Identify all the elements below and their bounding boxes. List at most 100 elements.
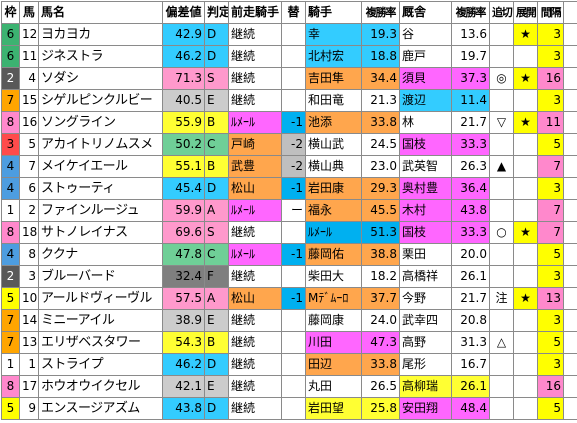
previous-jockey: ﾙﾒｰﾙ — [228, 243, 282, 266]
col-trainer-rate[interactable]: 複勝率 — [451, 1, 490, 24]
table-row[interactable]: 6 11 ジネストラ 46.2 D 継続 北村宏 18.8 鹿戸 19.7 3 — [1, 45, 577, 68]
blank-cell — [563, 23, 577, 46]
trainer-rate: 36.4 — [451, 177, 490, 200]
table-row[interactable]: 2 4 ソダシ 71.3 S 継続 吉田隼 34.4 須貝 37.3 ◎ ★ 16 — [1, 67, 577, 90]
chase-mark — [489, 177, 514, 200]
col-prev-jockey[interactable]: 前走騎手 — [228, 1, 282, 24]
table-row[interactable]: 7 13 エリザベスタワー 54.3 B 継続 川田 47.3 高野 31.3 △ 5 — [1, 331, 577, 354]
table-row[interactable]: 7 15 シゲルピンクルビー 40.5 E 継続 和田竜 21.3 渡辺 11.4 3 — [1, 89, 577, 112]
col-chase[interactable]: 追切 — [489, 1, 514, 24]
waku-cell: 8 — [1, 111, 20, 134]
chase-mark — [489, 375, 514, 398]
blank-cell — [563, 67, 577, 90]
chase-mark — [489, 265, 514, 288]
table-row[interactable]: 8 17 ホウオウイクセル 42.1 E 継続 丸田 26.5 高柳瑞 26.1 16 — [1, 375, 577, 398]
jockey-name: 藤岡佑 — [305, 243, 362, 266]
table-row[interactable]: 2 3 ブルーバード 32.4 F 継続 柴田大 18.2 高橋祥 26.1 3 — [1, 265, 577, 288]
horse-name: ブルーバード — [38, 265, 163, 288]
blank-cell — [563, 133, 577, 156]
col-jockey-rate[interactable]: 複勝率 — [361, 1, 400, 24]
col-interval[interactable]: 間隔 — [537, 1, 564, 24]
table-row[interactable]: 8 18 サトノレイナス 69.6 S 継続 ﾙﾒｰﾙ 51.3 国枝 33.3 ○ ★ 7 — [1, 221, 577, 244]
jockey-rate: 47.3 — [361, 331, 400, 354]
col-waku[interactable]: 枠 — [1, 1, 20, 24]
interval-cell: 3 — [537, 265, 564, 288]
col-num[interactable]: 馬 — [19, 1, 39, 24]
trainer-name: 高柳瑞 — [399, 375, 452, 398]
change-cell: ー — [281, 199, 306, 222]
horse-name: ストゥーティ — [38, 177, 163, 200]
chase-mark — [489, 243, 514, 266]
table-row[interactable]: 4 8 ククナ 47.8 C ﾙﾒｰﾙ -1 藤岡佑 38.8 栗田 20.0 5 — [1, 243, 577, 266]
horse-number: 9 — [19, 397, 39, 420]
change-cell — [281, 23, 306, 46]
trainer-rate: 37.3 — [451, 67, 490, 90]
trainer-name: 国枝 — [399, 133, 452, 156]
tenkai-mark — [513, 375, 538, 398]
previous-jockey: 継続 — [228, 67, 282, 90]
trainer-name: 武英智 — [399, 155, 452, 178]
blank-cell — [563, 177, 577, 200]
horse-number: 12 — [19, 23, 39, 46]
trainer-name: 国枝 — [399, 221, 452, 244]
grade-cell: D — [204, 177, 229, 200]
col-trainer[interactable]: 厩舎 — [399, 1, 452, 24]
col-dev[interactable]: 偏差値 — [162, 1, 205, 24]
change-cell: -1 — [281, 243, 306, 266]
blank-cell — [563, 243, 577, 266]
col-sort-arrow[interactable]: ↑ — [563, 1, 577, 24]
tenkai-mark — [513, 45, 538, 68]
table-row[interactable]: 8 16 ソングライン 55.9 B ﾙﾒｰﾙ -1 池添 33.8 林 21.7 ▽ ★ 11 — [1, 111, 577, 134]
horse-name: ククナ — [38, 243, 163, 266]
chase-mark — [489, 45, 514, 68]
tenkai-mark — [513, 265, 538, 288]
grade-cell: F — [204, 265, 229, 288]
chase-mark: △ — [489, 331, 514, 354]
tenkai-mark — [513, 243, 538, 266]
jockey-name: 和田竜 — [305, 89, 362, 112]
trainer-rate: 26.1 — [451, 375, 490, 398]
change-cell — [281, 89, 306, 112]
horse-number: 17 — [19, 375, 39, 398]
chase-mark: 注 — [489, 287, 514, 310]
tenkai-mark — [513, 309, 538, 332]
table-row[interactable]: 6 12 ヨカヨカ 42.9 D 継続幸 19.3 谷 13.6 ★ 3 — [1, 23, 577, 46]
table-row[interactable]: 4 7 メイケイエール 55.1 B 武豊 -2 横山典 23.0 武英智 26.3 ▲ 7 — [1, 155, 577, 178]
table-row[interactable]: 3 5 アカイトリノムスメ 50.2 C 戸崎 -2 横山武 24.5 国枝 33.3 5 — [1, 133, 577, 156]
col-name[interactable]: 馬名 — [38, 1, 163, 24]
previous-jockey: 継続 — [228, 221, 282, 244]
waku-cell: 3 — [1, 133, 20, 156]
col-grade[interactable]: 判定 — [204, 1, 229, 24]
interval-cell: 3 — [537, 353, 564, 376]
horse-name: メイケイエール — [38, 155, 163, 178]
previous-jockey: 継続 — [228, 375, 282, 398]
jockey-rate: 23.0 — [361, 155, 400, 178]
col-change[interactable]: 替 — [281, 1, 306, 24]
jockey-name: 横山典 — [305, 155, 362, 178]
jockey-rate: 38.8 — [361, 243, 400, 266]
grade-cell: B — [204, 111, 229, 134]
table-row[interactable]: 1 1 ストライプ 46.2 D 継続 田辺 33.8 尾形 16.7 3 — [1, 353, 577, 376]
table-row[interactable]: 7 14 ミニーアイル 38.9 E 継続 藤岡康 24.0 武幸四 20.8 3 — [1, 309, 577, 332]
table-row[interactable]: 4 6 ストゥーティ 45.4 D 松山 -1 岩田康 29.3 奥村豊 36.4 3 — [1, 177, 577, 200]
blank-cell — [563, 265, 577, 288]
trainer-rate: 20.8 — [451, 309, 490, 332]
horse-number: 2 — [19, 199, 39, 222]
change-cell — [281, 353, 306, 376]
table-row[interactable]: 5 10 アールドヴィーヴル 57.5 A 松山 -1 Mﾃﾞﾑｰﾛ 37.7 今野 21.7 注 ★ 1… — [1, 287, 577, 310]
tenkai-mark — [513, 353, 538, 376]
jockey-rate: 26.5 — [361, 375, 400, 398]
table-row[interactable]: 1 2 ファインルージュ 59.9 A ﾙﾒｰﾙー福永 45.5 木村 43.8 7 — [1, 199, 577, 222]
col-tenkai[interactable]: 展開 — [513, 1, 538, 24]
tenkai-mark: ★ — [513, 221, 538, 244]
interval-cell: 3 — [537, 177, 564, 200]
header-row: 枠 馬 馬名 偏差値 判定 前走騎手 替 騎手 複勝率 厩舎 複勝率 追切 展開… — [1, 1, 577, 24]
table-row[interactable]: 5 9 エンスージアズム 43.8 D 継続 岩田望 25.8 安田翔 48.4 5 — [1, 397, 577, 420]
waku-cell: 2 — [1, 67, 20, 90]
col-jockey[interactable]: 騎手 — [305, 1, 362, 24]
jockey-name: 丸田 — [305, 375, 362, 398]
grade-cell: B — [204, 331, 229, 354]
grade-cell: D — [204, 353, 229, 376]
chase-mark — [489, 133, 514, 156]
horse-name: エリザベスタワー — [38, 331, 163, 354]
